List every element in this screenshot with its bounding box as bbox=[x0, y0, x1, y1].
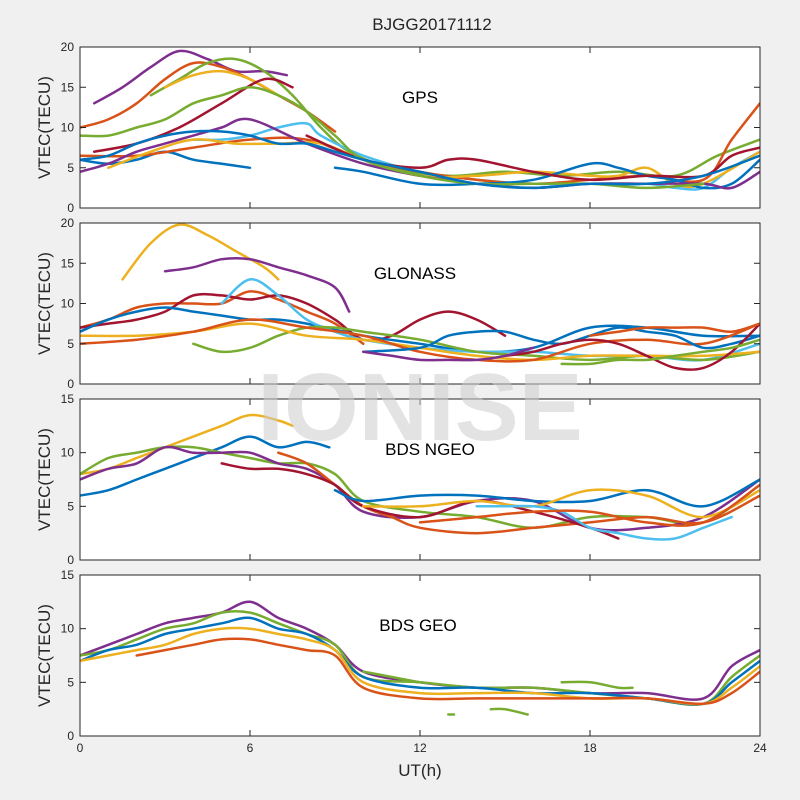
x-tick-label: 18 bbox=[583, 741, 597, 755]
panel-label: GLONASS bbox=[374, 264, 456, 283]
series-line-11 bbox=[503, 322, 760, 371]
y-tick-label: 10 bbox=[61, 121, 75, 135]
series-group bbox=[80, 223, 760, 371]
y-tick-label: 0 bbox=[67, 729, 74, 743]
plot-area bbox=[80, 47, 760, 208]
y-tick-label: 5 bbox=[67, 161, 74, 175]
series-group bbox=[80, 413, 760, 541]
series-group bbox=[80, 600, 760, 716]
figure-title: BJGG20171112 bbox=[372, 15, 491, 34]
series-line-9 bbox=[80, 318, 760, 363]
y-tick-label: 0 bbox=[67, 553, 74, 567]
x-tick-label: 0 bbox=[77, 741, 84, 755]
y-tick-label: 5 bbox=[67, 675, 74, 689]
y-tick-label: 10 bbox=[61, 622, 75, 636]
x-axis-label: UT(h) bbox=[398, 761, 441, 780]
series-line-12 bbox=[80, 117, 760, 190]
panel-label: BDS GEO bbox=[379, 616, 456, 635]
panel-bds-ngeo: 0 5 10 15 VTEC(TECU) BDS NGEO bbox=[35, 392, 761, 567]
y-tick-label: 5 bbox=[67, 499, 74, 513]
y-axis-label: VTEC(TECU) bbox=[35, 604, 54, 707]
panel-label: GPS bbox=[402, 88, 438, 107]
series-line-11 bbox=[305, 134, 760, 182]
series-line-8 bbox=[362, 488, 760, 519]
series-line-13 bbox=[80, 86, 705, 190]
y-tick-label: 0 bbox=[67, 377, 74, 391]
watermark: IONISE bbox=[257, 354, 582, 461]
y-tick-label: 20 bbox=[61, 216, 75, 230]
series-group bbox=[80, 49, 760, 191]
plot-area bbox=[80, 575, 760, 736]
y-tick-label: 20 bbox=[61, 40, 75, 54]
series-line-8 bbox=[489, 707, 529, 716]
series-line-1 bbox=[121, 223, 280, 281]
series-line-5 bbox=[135, 637, 760, 706]
series-line-13 bbox=[362, 346, 535, 362]
series-line-14 bbox=[560, 338, 760, 366]
y-axis-label: VTEC(TECU) bbox=[35, 252, 54, 355]
panel-glonass: 0 5 10 15 20 VTEC(TECU) GLONASS bbox=[35, 216, 761, 391]
series-line-12 bbox=[588, 322, 760, 337]
x-tick-label: 12 bbox=[413, 741, 427, 755]
series-line-9 bbox=[475, 504, 733, 541]
series-line-10 bbox=[333, 158, 760, 190]
panel-gps: 0 5 10 15 20 VTEC(TECU) GPS bbox=[35, 40, 761, 215]
series-line-7 bbox=[560, 680, 634, 690]
x-tick-label: 6 bbox=[247, 741, 254, 755]
y-tick-label: 10 bbox=[61, 446, 75, 460]
series-line-7 bbox=[333, 478, 760, 508]
y-tick-label: 10 bbox=[61, 297, 75, 311]
plot-area bbox=[80, 399, 760, 560]
y-tick-label: 5 bbox=[67, 337, 74, 351]
y-tick-label: 15 bbox=[61, 568, 75, 582]
series-line-10 bbox=[418, 483, 760, 527]
y-tick-label: 15 bbox=[61, 80, 75, 94]
series-line-4 bbox=[80, 292, 507, 342]
y-tick-label: 15 bbox=[61, 392, 75, 406]
series-line-4 bbox=[163, 69, 280, 97]
y-tick-label: 0 bbox=[67, 201, 74, 215]
x-tick-label: 24 bbox=[753, 741, 767, 755]
y-tick-label: 15 bbox=[61, 256, 75, 270]
series-line-6 bbox=[362, 670, 422, 684]
panel-label: BDS NGEO bbox=[385, 440, 475, 459]
panels: 0 5 10 15 20 VTEC(TECU) GPS 0 5 10 15 20 VTEC(TECU) G… bbox=[35, 40, 767, 780]
series-line-2 bbox=[163, 256, 351, 313]
y-axis-label: VTEC(TECU) bbox=[35, 76, 54, 179]
series-line-5 bbox=[80, 306, 760, 354]
series-line-14 bbox=[80, 129, 760, 190]
panel-bds-geo: 0 5 10 15 0 6 12 18 24 UT(h) VTEC(TECU) BDS GEO bbox=[35, 568, 767, 780]
y-axis-label: VTEC(TECU) bbox=[35, 428, 54, 531]
